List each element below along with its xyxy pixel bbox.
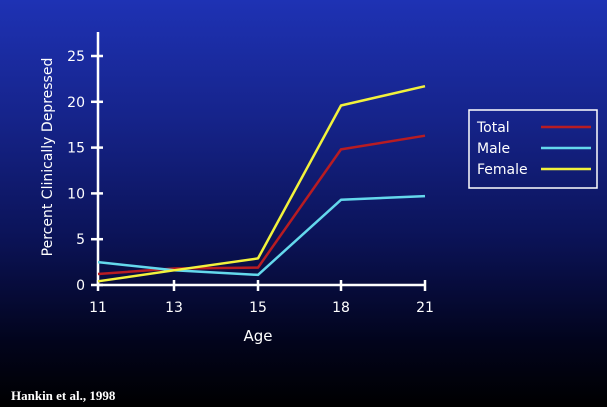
y-tick-label: 20 [67,95,85,111]
x-tick-label: 21 [416,300,434,316]
series-lines [97,84,426,283]
y-tick-label: 10 [67,186,85,202]
x-tick-label: 13 [165,300,183,316]
y-tick-label: 25 [67,49,85,65]
series-line-total [97,134,426,276]
x-axis-label: Age [243,327,272,345]
citation: Hankin et al., 1998 [11,388,116,403]
x-tick-label: 18 [332,300,350,316]
x-tick-label: 15 [249,300,267,316]
y-ticks: 0 5 10 15 20 25 [67,49,103,294]
x-ticks: 11 13 15 18 21 [89,280,434,316]
legend-label-male: Male [477,141,510,157]
legend-label-female: Female [477,162,528,178]
legend: Total Male Female [468,109,598,189]
y-tick-label: 0 [76,278,85,294]
y-tick-label: 5 [76,232,85,248]
legend-box [468,109,598,189]
x-tick-label: 11 [89,300,107,316]
axes [96,32,425,287]
y-tick-label: 15 [67,141,85,157]
series-line-male [97,194,426,277]
y-axis-label: Percent Clinically Depressed [40,58,56,257]
legend-label-total: Total [476,120,510,136]
series-line-female [97,84,426,283]
